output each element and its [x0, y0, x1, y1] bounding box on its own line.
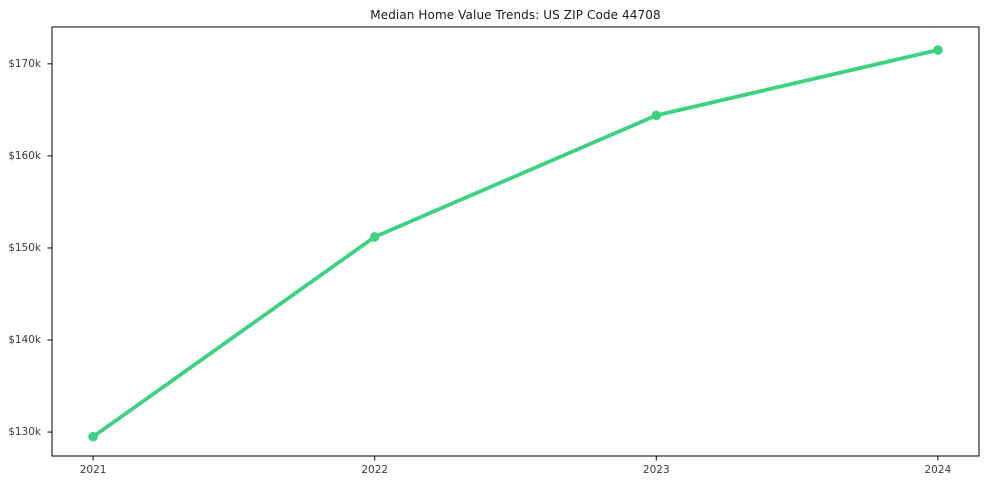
y-tick-label: $140k [8, 334, 41, 346]
y-tick-label: $160k [8, 149, 41, 162]
data-point-marker [369, 232, 380, 242]
data-point-marker [88, 431, 98, 442]
y-tick-label: $150k [8, 241, 41, 254]
data-point-marker [651, 110, 662, 121]
x-tick-label: 2024 [924, 464, 952, 476]
chart-title: Median Home Value Trends: US ZIP Code 44… [370, 8, 661, 22]
y-tick-label: $130k [8, 426, 41, 439]
data-point-marker [933, 45, 943, 55]
plot-border [51, 26, 980, 457]
y-tick-label: $170k [8, 57, 41, 70]
line-series [91, 48, 940, 439]
x-tick-label: 2021 [79, 464, 107, 476]
x-tick-label: 2023 [642, 464, 670, 476]
x-tick-label: 2022 [361, 464, 389, 476]
